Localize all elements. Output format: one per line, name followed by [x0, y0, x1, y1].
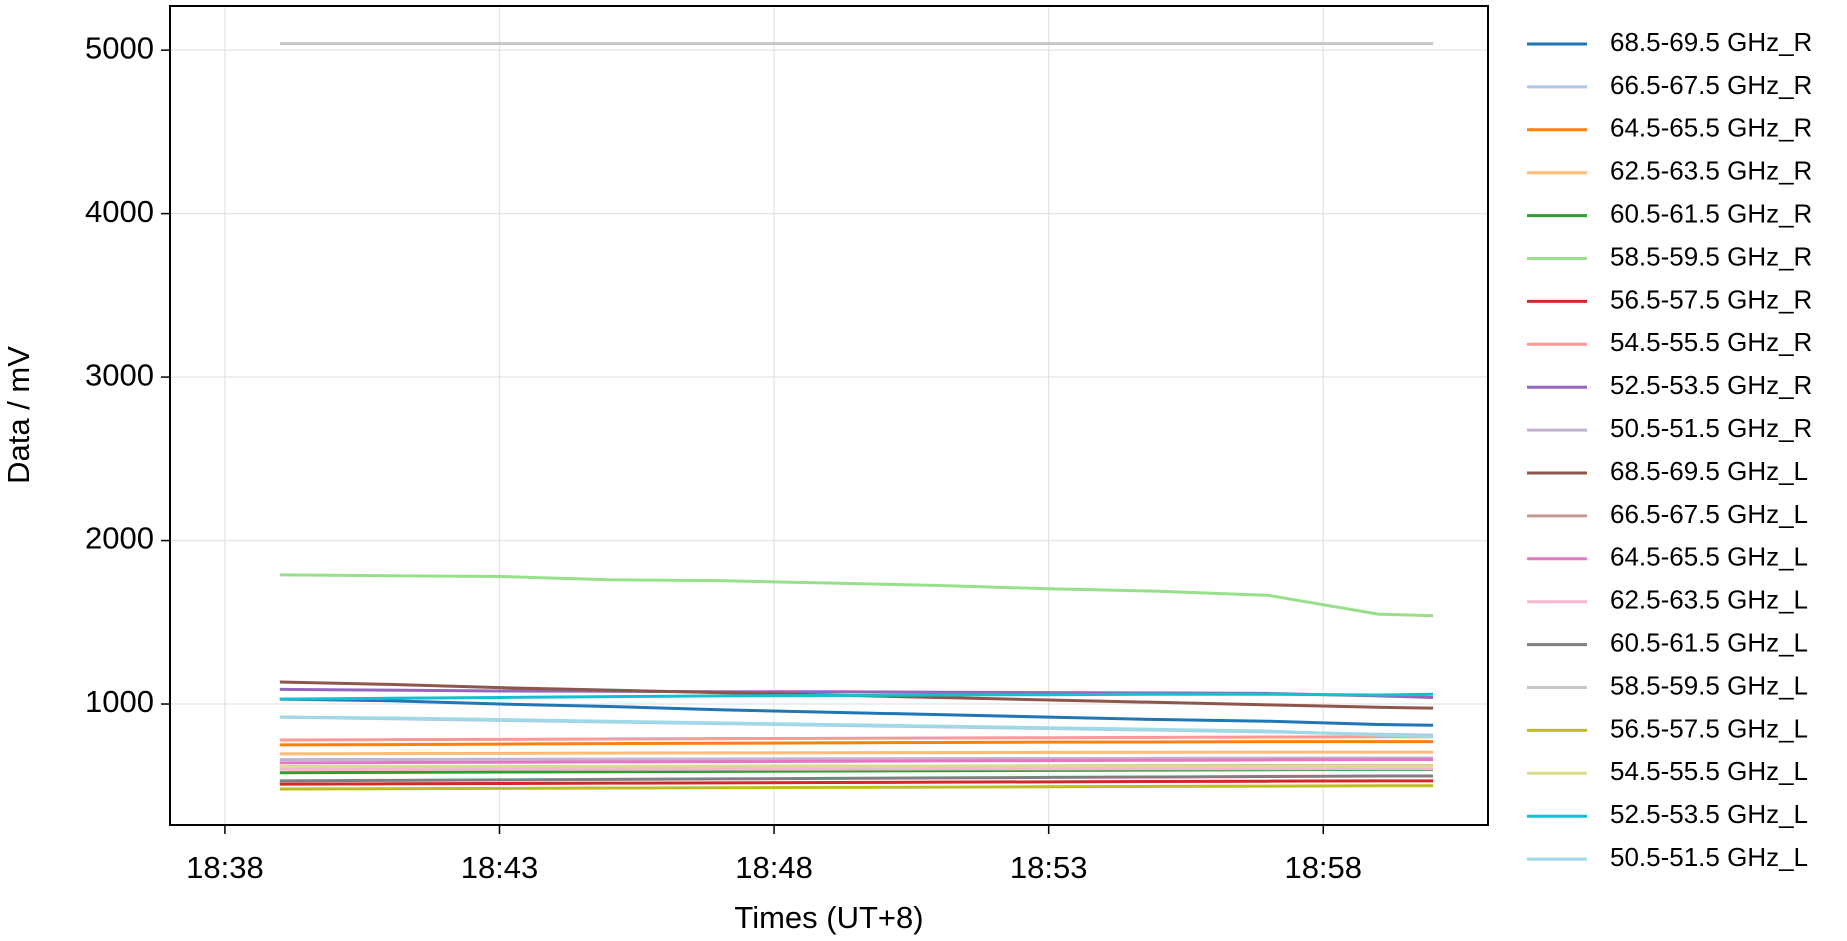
plot-frame: [169, 5, 1489, 826]
series-line: [279, 784, 1434, 791]
legend-label: 54.5-55.5 GHz_L: [1610, 756, 1808, 786]
series-line: [279, 758, 1434, 765]
series-line: [279, 697, 1434, 727]
legend-label: 50.5-51.5 GHz_L: [1610, 842, 1808, 872]
x-tick-label: 18:48: [735, 850, 813, 885]
legend-label: 68.5-69.5 GHz_R: [1610, 27, 1812, 57]
x-tick-label: 18:58: [1284, 850, 1362, 885]
legend-label: 52.5-53.5 GHz_L: [1610, 799, 1808, 829]
series-line: [279, 756, 1434, 762]
legend-label: 66.5-67.5 GHz_L: [1610, 499, 1808, 529]
series-line: [279, 573, 1434, 618]
y-tick-label: 4000: [85, 194, 154, 229]
legend-label: 62.5-63.5 GHz_L: [1610, 585, 1808, 615]
legend-label: 64.5-65.5 GHz_L: [1610, 542, 1808, 572]
series-line: [279, 774, 1434, 783]
legend-label: 68.5-69.5 GHz_L: [1610, 456, 1808, 486]
legend-label: 58.5-59.5 GHz_L: [1610, 670, 1808, 700]
x-axis-label: Times (UT+8): [734, 900, 923, 935]
x-tick-label: 18:53: [1010, 850, 1088, 885]
series-line: [279, 740, 1434, 747]
series-line: [279, 767, 1434, 771]
y-tick-label: 3000: [85, 357, 154, 392]
legend-label: 60.5-61.5 GHz_L: [1610, 627, 1808, 657]
x-tick-label: 18:38: [186, 850, 264, 885]
legend-label: 56.5-57.5 GHz_R: [1610, 284, 1812, 314]
legend-label: 54.5-55.5 GHz_R: [1610, 327, 1812, 357]
series-line: [279, 779, 1434, 786]
y-tick-label: 1000: [85, 684, 154, 719]
y-tick-label: 5000: [85, 30, 154, 65]
series-line: [279, 735, 1434, 742]
legend-label: 50.5-51.5 GHz_R: [1610, 413, 1812, 443]
legend-label: 58.5-59.5 GHz_R: [1610, 241, 1812, 271]
legend-label: 62.5-63.5 GHz_R: [1610, 156, 1812, 186]
series-line: [279, 764, 1434, 768]
legend-label: 66.5-67.5 GHz_R: [1610, 70, 1812, 100]
x-tick-label: 18:43: [461, 850, 539, 885]
y-tick-label: 2000: [85, 521, 154, 556]
legend-label: 64.5-65.5 GHz_R: [1610, 113, 1812, 143]
legend-label: 60.5-61.5 GHz_R: [1610, 198, 1812, 228]
series-line: [279, 692, 1434, 701]
legend-label: 56.5-57.5 GHz_L: [1610, 713, 1808, 743]
series-line: [279, 750, 1434, 756]
legend-label: 52.5-53.5 GHz_R: [1610, 370, 1812, 400]
y-axis-label: Data / mV: [1, 346, 36, 484]
series-line: [279, 715, 1434, 739]
